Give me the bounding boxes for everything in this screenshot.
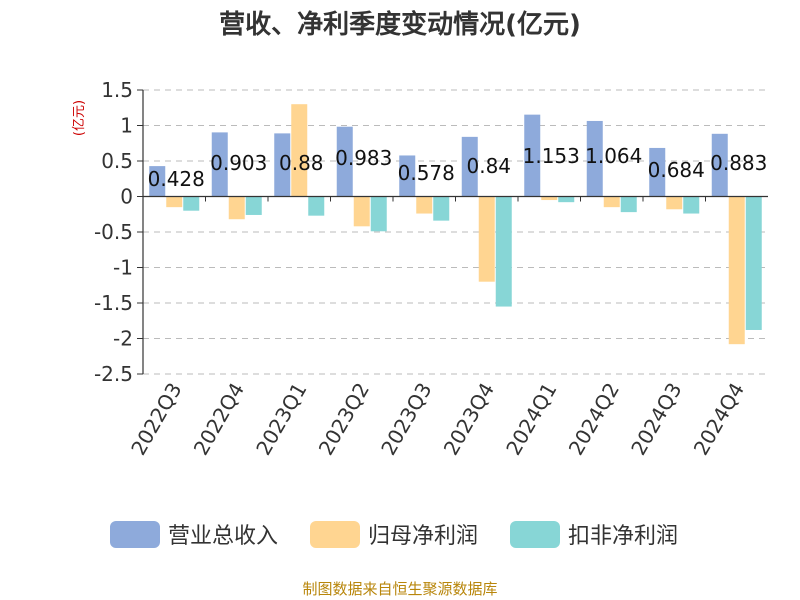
bar <box>541 196 558 201</box>
legend-swatch <box>110 521 160 548</box>
bar <box>399 155 416 197</box>
bar <box>603 196 620 208</box>
bar <box>308 196 325 216</box>
bar <box>353 196 370 227</box>
data-label: 0.88 <box>279 151 324 175</box>
bar <box>291 104 308 197</box>
bar <box>149 166 166 197</box>
bar <box>461 136 478 197</box>
y-tick-label: 0.5 <box>101 149 133 173</box>
legend-swatch <box>310 521 360 548</box>
x-tick-label: 2024Q2 <box>564 379 624 460</box>
bar <box>586 120 603 197</box>
data-label: 0.883 <box>710 151 767 175</box>
data-label: 0.578 <box>398 161 455 185</box>
x-tick-label: 2023Q2 <box>314 379 374 460</box>
y-tick-label: -2 <box>113 327 133 351</box>
x-tick-label: 2024Q1 <box>501 379 561 460</box>
legend: 营业总收入 归母净利润 扣非净利润 <box>110 521 678 549</box>
y-tick-label: -1 <box>113 256 133 280</box>
x-tick-label: 2024Q4 <box>689 379 749 460</box>
data-label: 0.84 <box>466 154 511 178</box>
x-tick-label: 2023Q3 <box>376 379 436 460</box>
legend-swatch <box>510 521 560 548</box>
x-tick-label: 2022Q4 <box>189 379 249 460</box>
bar <box>166 196 183 208</box>
x-tick-label: 2023Q4 <box>439 379 499 460</box>
legend-label: 营业总收入 <box>168 524 278 549</box>
bars <box>149 104 762 345</box>
data-label: 1.153 <box>523 144 580 168</box>
bar <box>524 114 541 197</box>
y-tick-label: -0.5 <box>94 220 133 244</box>
chart-title: 营收、净利季度变动情况(亿元) <box>219 10 581 40</box>
y-tick-label: 0 <box>120 185 133 209</box>
bar <box>433 196 450 221</box>
bar <box>728 196 745 345</box>
grid-lines <box>143 89 768 375</box>
x-tick-label: 2023Q1 <box>251 379 311 460</box>
bar <box>416 196 433 214</box>
bar <box>245 196 262 215</box>
legend-label: 归母净利润 <box>368 524 478 549</box>
bar <box>228 196 245 220</box>
y-tick-label: 1 <box>120 114 133 138</box>
bar <box>211 132 228 197</box>
bar <box>370 196 387 232</box>
source-note: 制图数据来自恒生聚源数据库 <box>302 580 498 598</box>
bar <box>274 133 291 197</box>
bar <box>495 196 512 307</box>
bar <box>183 196 200 211</box>
bar <box>683 196 700 214</box>
legend-label: 扣非净利润 <box>568 524 678 549</box>
x-tick-label: 2024Q3 <box>626 379 686 460</box>
data-label: 1.064 <box>585 144 642 168</box>
bar <box>666 196 683 210</box>
bar <box>336 126 353 197</box>
bar <box>745 196 762 330</box>
bar <box>478 196 495 282</box>
y-axis-unit-label: (亿元) <box>72 100 87 136</box>
data-label: 0.684 <box>648 158 705 182</box>
y-tick-label: -2.5 <box>94 362 133 386</box>
y-tick-label: -1.5 <box>94 291 133 315</box>
y-tick-label: 1.5 <box>101 78 133 102</box>
data-label: 0.428 <box>148 167 205 191</box>
bar <box>558 196 575 203</box>
x-tick-label: 2022Q3 <box>126 379 186 460</box>
data-label: 0.983 <box>335 146 392 170</box>
bar <box>649 147 666 197</box>
bar <box>711 133 728 197</box>
axes: 1.5 1 0.5 0 -0.5 -1 -1.5 -2 -2.5 (亿元) 2022Q3 2022Q4… <box>72 78 768 459</box>
data-label: 0.903 <box>210 151 267 175</box>
bar <box>620 196 637 213</box>
